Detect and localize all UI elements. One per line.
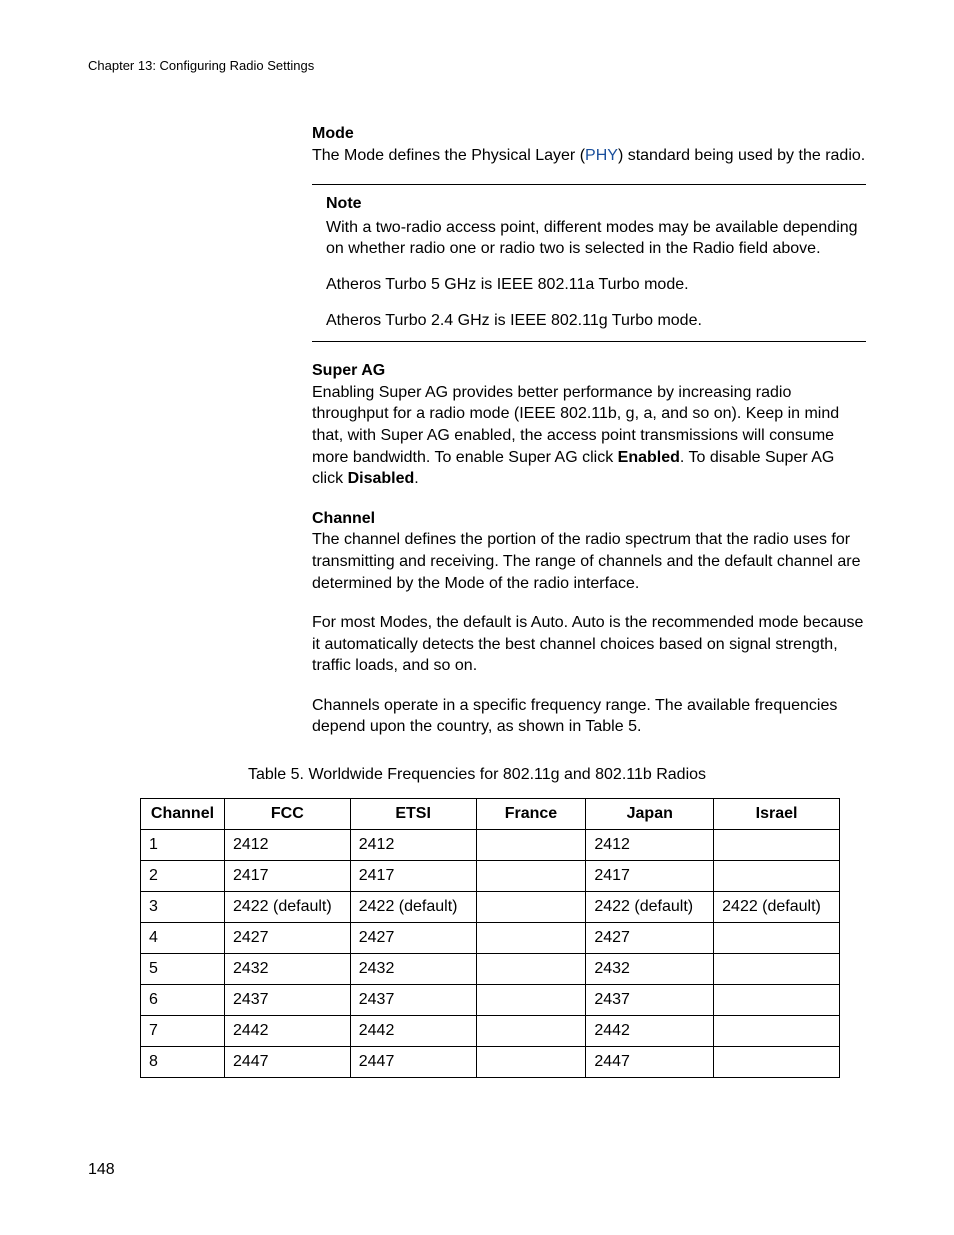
table-cell: [476, 861, 586, 892]
table-cell: 2417: [224, 861, 350, 892]
table-row: 4242724272427: [141, 923, 840, 954]
col-header-channel: Channel: [141, 799, 225, 830]
table-caption: Table 5. Worldwide Frequencies for 802.1…: [88, 766, 866, 784]
table-head: Channel FCC ETSI France Japan Israel: [141, 799, 840, 830]
table-row: 5243224322432: [141, 954, 840, 985]
table-cell: [476, 830, 586, 861]
super-ag-enabled-label: Enabled: [618, 449, 680, 466]
mode-text-after: ) standard being used by the radio.: [618, 147, 865, 164]
page-number: 148: [88, 1161, 115, 1179]
table-cell: 5: [141, 954, 225, 985]
table-cell: 2447: [224, 1047, 350, 1078]
table-cell: [476, 1047, 586, 1078]
super-ag-t3: .: [414, 470, 418, 487]
table-cell: [476, 923, 586, 954]
table-cell: 2437: [586, 985, 714, 1016]
note-p3: Atheros Turbo 2.4 GHz is IEEE 802.11g Tu…: [326, 310, 866, 332]
table-cell: 1: [141, 830, 225, 861]
table-cell: 2412: [350, 830, 476, 861]
page: Chapter 13: Configuring Radio Settings M…: [0, 0, 954, 1235]
body-column: Mode The Mode defines the Physical Layer…: [312, 123, 866, 738]
col-header-etsi: ETSI: [350, 799, 476, 830]
note-p2: Atheros Turbo 5 GHz is IEEE 802.11a Turb…: [326, 274, 866, 296]
table-cell: [476, 954, 586, 985]
mode-text-before: The Mode defines the Physical Layer (: [312, 147, 585, 164]
note-p1: With a two-radio access point, different…: [326, 217, 866, 260]
note-title: Note: [326, 193, 866, 215]
table-cell: [714, 1047, 840, 1078]
table-cell: [714, 985, 840, 1016]
table-cell: [714, 830, 840, 861]
col-header-france: France: [476, 799, 586, 830]
table-cell: 2: [141, 861, 225, 892]
table-cell: 2442: [224, 1016, 350, 1047]
table-cell: [714, 923, 840, 954]
col-header-japan: Japan: [586, 799, 714, 830]
table-cell: [714, 954, 840, 985]
table-cell: 2427: [350, 923, 476, 954]
section-super-ag: Super AG Enabling Super AG provides bett…: [312, 360, 866, 490]
table-cell: 2422 (default): [350, 892, 476, 923]
frequency-table: Channel FCC ETSI France Japan Israel 124…: [140, 798, 840, 1078]
table-cell: [476, 1016, 586, 1047]
section-channel: Channel The channel defines the portion …: [312, 508, 866, 738]
table-cell: 2432: [224, 954, 350, 985]
table-cell: 2417: [586, 861, 714, 892]
note-inner: Note With a two-radio access point, diff…: [312, 193, 866, 331]
table-cell: 2442: [350, 1016, 476, 1047]
table-cell: 2412: [586, 830, 714, 861]
table-header-row: Channel FCC ETSI France Japan Israel: [141, 799, 840, 830]
channel-heading: Channel: [312, 508, 866, 530]
chapter-header: Chapter 13: Configuring Radio Settings: [88, 58, 866, 73]
table-cell: 6: [141, 985, 225, 1016]
col-header-israel: Israel: [714, 799, 840, 830]
channel-p2: For most Modes, the default is Auto. Aut…: [312, 612, 866, 677]
table-cell: [476, 985, 586, 1016]
table-row: 7244224422442: [141, 1016, 840, 1047]
table-cell: 2447: [350, 1047, 476, 1078]
table-cell: 2447: [586, 1047, 714, 1078]
col-header-fcc: FCC: [224, 799, 350, 830]
table-cell: 2412: [224, 830, 350, 861]
table-row: 8244724472447: [141, 1047, 840, 1078]
table-cell: 2422 (default): [224, 892, 350, 923]
table-cell: 7: [141, 1016, 225, 1047]
table-row: 32422 (default)2422 (default)2422 (defau…: [141, 892, 840, 923]
table-cell: 2422 (default): [714, 892, 840, 923]
table-cell: 2417: [350, 861, 476, 892]
mode-paragraph: The Mode defines the Physical Layer (PHY…: [312, 145, 866, 167]
table-cell: 2432: [350, 954, 476, 985]
table-cell: 2422 (default): [586, 892, 714, 923]
table-cell: 4: [141, 923, 225, 954]
table-cell: 2427: [224, 923, 350, 954]
mode-heading: Mode: [312, 123, 866, 145]
table-row: 1241224122412: [141, 830, 840, 861]
table-cell: [714, 1016, 840, 1047]
section-mode: Mode The Mode defines the Physical Layer…: [312, 123, 866, 342]
table-cell: 2437: [224, 985, 350, 1016]
table-cell: 2427: [586, 923, 714, 954]
super-ag-heading: Super AG: [312, 360, 866, 382]
super-ag-paragraph: Enabling Super AG provides better perfor…: [312, 382, 866, 490]
table-cell: 2437: [350, 985, 476, 1016]
table-row: 6243724372437: [141, 985, 840, 1016]
table-body: 1241224122412224172417241732422 (default…: [141, 830, 840, 1078]
table-cell: 2442: [586, 1016, 714, 1047]
table-cell: 8: [141, 1047, 225, 1078]
super-ag-disabled-label: Disabled: [348, 470, 415, 487]
channel-p3: Channels operate in a specific frequency…: [312, 695, 866, 738]
table-cell: [714, 861, 840, 892]
phy-link[interactable]: PHY: [585, 147, 618, 164]
table-row: 2241724172417: [141, 861, 840, 892]
table-cell: 2432: [586, 954, 714, 985]
note-box: Note With a two-radio access point, diff…: [312, 184, 866, 342]
table-cell: [476, 892, 586, 923]
table-cell: 3: [141, 892, 225, 923]
channel-p1: The channel defines the portion of the r…: [312, 529, 866, 594]
